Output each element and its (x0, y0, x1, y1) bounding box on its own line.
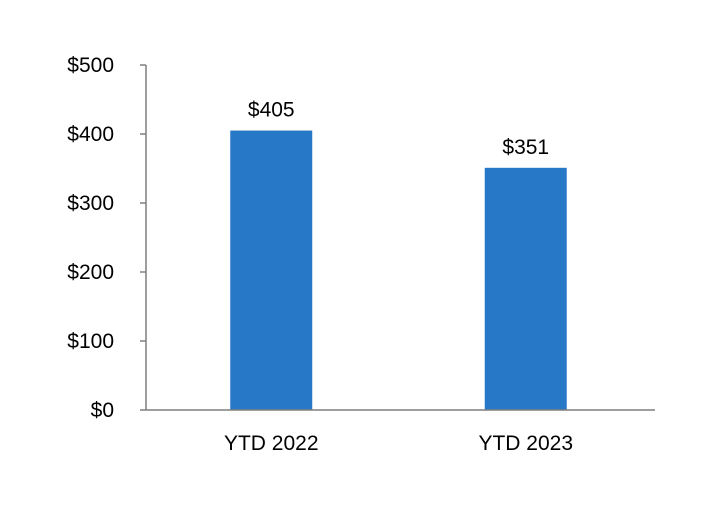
y-tick-label: $200 (67, 261, 114, 284)
y-tick-label: $100 (67, 330, 114, 353)
x-category-label: YTD 2023 (478, 432, 573, 455)
bar-ytd-2023 (484, 167, 567, 410)
y-axis-ticks: $0 $100 $200 $300 $400 $500 (67, 54, 146, 422)
y-tick-label: $0 (91, 399, 114, 422)
data-label: $351 (502, 136, 549, 159)
bar-ytd-2022 (230, 130, 313, 411)
y-tick-label: $500 (67, 54, 114, 77)
y-tick-label: $300 (67, 192, 114, 215)
bars (230, 130, 567, 411)
data-label: $405 (248, 99, 295, 122)
x-category-label: YTD 2022 (224, 432, 319, 455)
x-axis-labels: YTD 2022 YTD 2023 (224, 432, 573, 455)
y-tick-label: $400 (67, 123, 114, 146)
data-labels: $405 $351 (248, 99, 549, 159)
